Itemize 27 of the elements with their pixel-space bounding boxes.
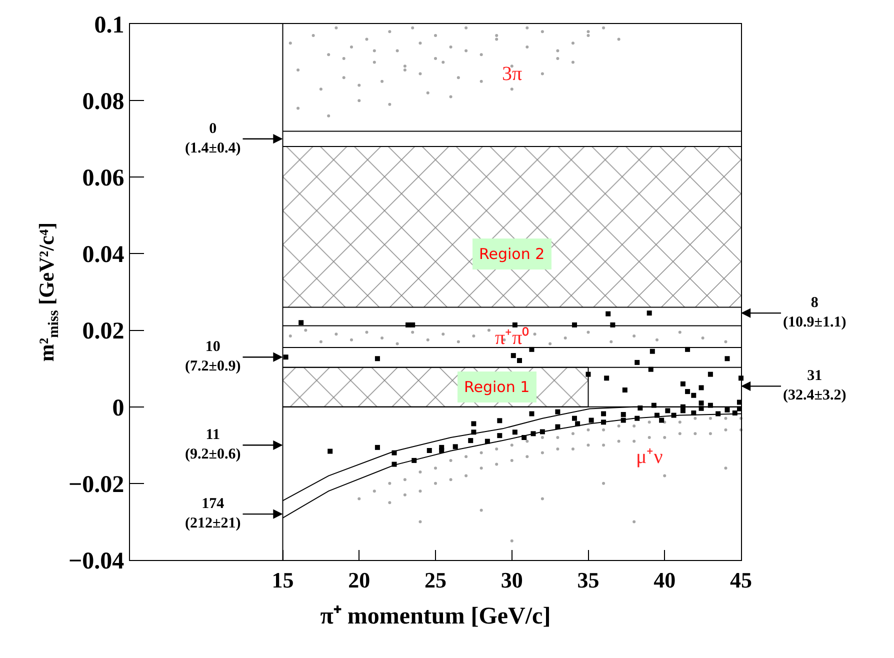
text: 31 (32.4±3.2) [783,368,846,404]
y-tick-label: −0.02 [68,472,124,498]
x-tick-label: 30 [500,567,523,592]
text: 8 (10.9±1.1) [783,295,846,330]
annotation: 3π [502,63,522,85]
annotation: 0 (1.4±0.4) [185,121,241,156]
x-tick-label: 35 [577,567,600,592]
annotation: μ⁺ν [636,446,663,468]
annotation: Region 1 [464,378,530,396]
x-tick-label: 25 [424,567,446,592]
x-tick-label: 20 [348,567,370,592]
x-tick-label: 40 [654,567,676,592]
y-tick-label: −0.04 [68,548,124,574]
x-axis-title: π⁺ momentum [GeV/c] [320,604,551,630]
y-tick-label: 0.02 [82,318,124,345]
annotation: 10 (7.2±0.9) [185,339,241,374]
y-tick-label: 0.04 [82,242,124,268]
x-tick-label: 45 [730,567,752,592]
y-tick-label: 0 [112,395,124,422]
annotation: Region 2 [479,245,545,263]
annotation: 11 (9.2±0.6) [185,427,241,462]
x-tick-label: 15 [272,567,294,592]
y-tick-label: 0.08 [82,88,124,115]
annotation: 174 (212±21) [185,496,241,532]
annotation: π⁺π⁰ [495,326,530,349]
y-tick-label: 0.06 [82,166,124,192]
y-tick-label: 0.1 [94,12,124,38]
